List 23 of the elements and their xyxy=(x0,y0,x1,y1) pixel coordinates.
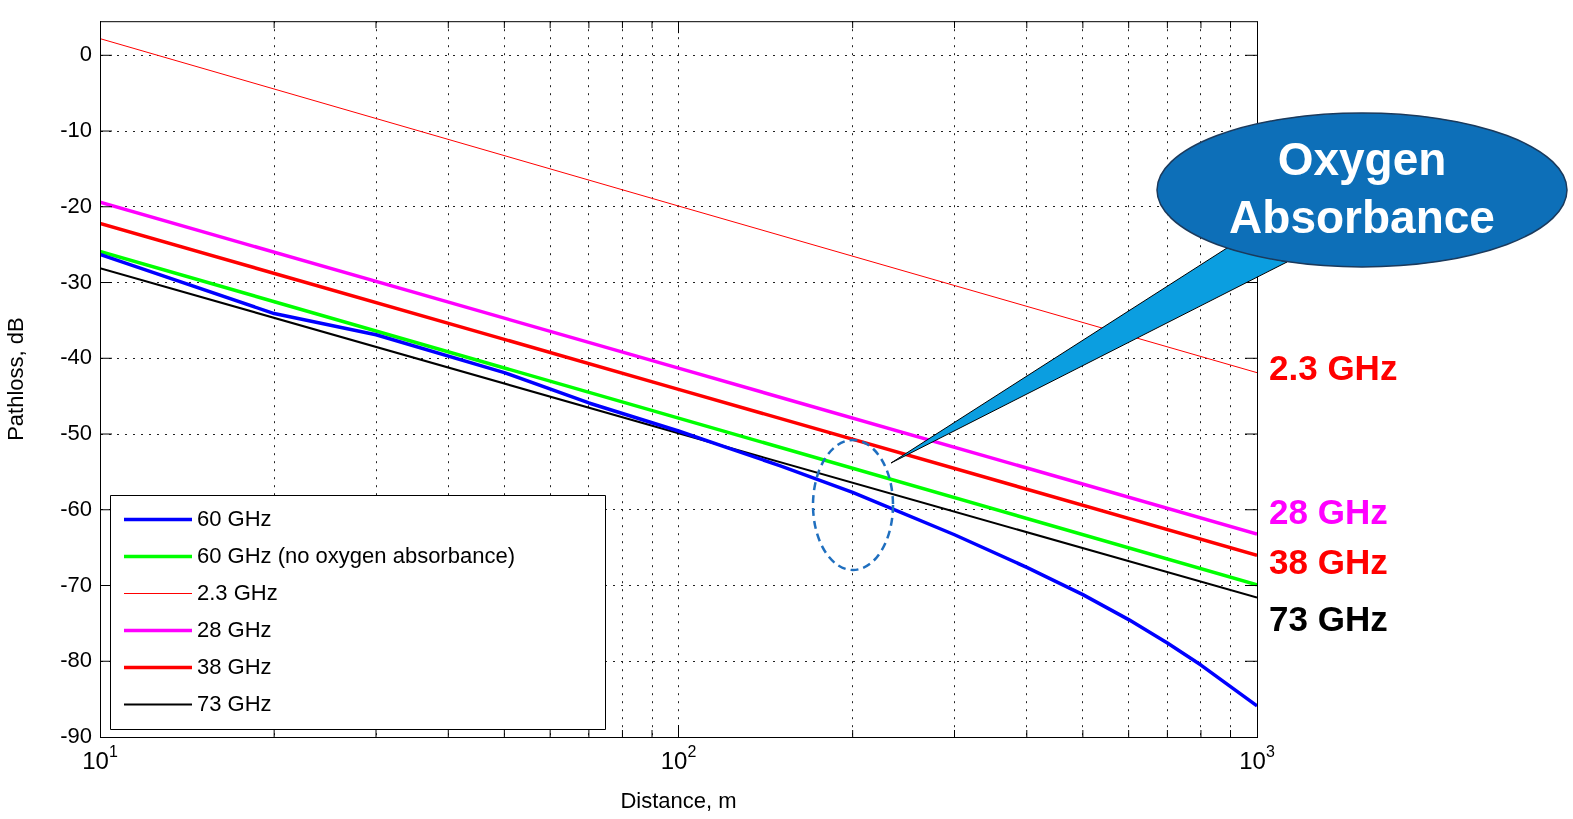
text: 2.3 GHz xyxy=(1269,348,1398,388)
y-tick-label: -90 xyxy=(60,723,92,749)
y-axis-title: Pathloss, dB xyxy=(3,317,29,441)
y-tick-label: -50 xyxy=(60,420,92,446)
x-axis-title: Distance, m xyxy=(620,787,737,813)
y-tick-label: 0 xyxy=(79,41,92,67)
y-tick-label: -80 xyxy=(60,647,92,673)
legend-label: 73 GHz xyxy=(197,690,272,716)
text: 38 GHz xyxy=(1269,542,1388,582)
y-tick-label: -20 xyxy=(60,192,92,218)
legend-label: 60 GHz (no oxygen absorbance) xyxy=(197,542,515,568)
legend-label: 28 GHz xyxy=(197,616,272,642)
y-tick-label: -30 xyxy=(60,268,92,294)
text: 73 GHz xyxy=(1269,599,1388,639)
y-tick-label: -40 xyxy=(60,344,92,370)
legend-label: 2.3 GHz xyxy=(197,579,278,605)
y-tick-label: -60 xyxy=(60,495,92,521)
annotation: Oxygen Absorbance xyxy=(1228,132,1496,245)
legend-label: 38 GHz xyxy=(197,653,272,679)
text: 28 GHz xyxy=(1269,492,1388,532)
legend-label: 60 GHz xyxy=(197,505,272,531)
y-tick-label: -70 xyxy=(60,571,92,597)
y-tick-label: -10 xyxy=(60,117,92,143)
